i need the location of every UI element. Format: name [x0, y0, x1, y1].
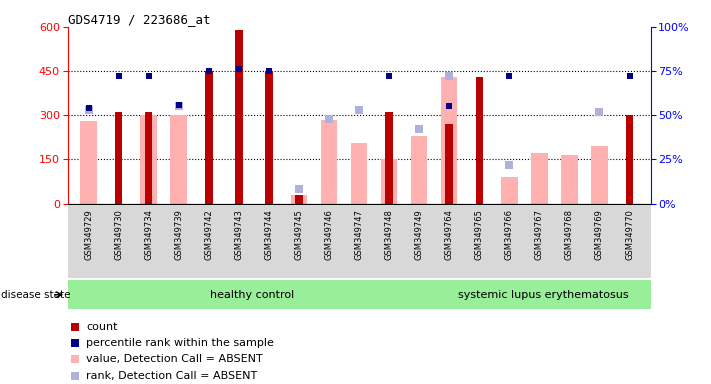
Text: GSM349739: GSM349739 [174, 209, 183, 260]
Text: rank, Detection Call = ABSENT: rank, Detection Call = ABSENT [86, 371, 257, 381]
Text: GSM349766: GSM349766 [505, 209, 514, 260]
Text: GSM349734: GSM349734 [144, 209, 153, 260]
Bar [626, 115, 634, 204]
Text: GSM349765: GSM349765 [475, 209, 483, 260]
Text: GSM349767: GSM349767 [535, 209, 544, 260]
Bar [68, 280, 436, 309]
Text: healthy control: healthy control [210, 290, 294, 300]
Text: GSM349742: GSM349742 [204, 209, 213, 260]
Bar [321, 120, 337, 204]
Text: GSM349764: GSM349764 [444, 209, 454, 260]
Text: GSM349744: GSM349744 [264, 209, 274, 260]
Text: GDS4719 / 223686_at: GDS4719 / 223686_at [68, 13, 210, 26]
Text: GSM349768: GSM349768 [565, 209, 574, 260]
Bar [80, 121, 97, 204]
Bar [501, 177, 518, 204]
Bar [436, 280, 651, 309]
Text: GSM349746: GSM349746 [324, 209, 333, 260]
Bar [205, 71, 213, 204]
Bar [411, 136, 427, 204]
Bar [145, 112, 152, 204]
Text: GSM349745: GSM349745 [294, 209, 304, 260]
Bar [385, 112, 393, 204]
Bar [265, 71, 272, 204]
Text: GSM349730: GSM349730 [114, 209, 123, 260]
Text: GSM349748: GSM349748 [385, 209, 394, 260]
Text: GSM349769: GSM349769 [595, 209, 604, 260]
Bar [171, 115, 187, 204]
Bar [291, 195, 307, 204]
Bar [235, 30, 242, 204]
Text: GSM349749: GSM349749 [415, 209, 424, 260]
Bar [441, 77, 457, 204]
Bar [476, 77, 483, 204]
Text: disease state: disease state [1, 290, 70, 300]
Text: GSM349747: GSM349747 [355, 209, 363, 260]
Bar [446, 124, 453, 204]
Text: GSM349729: GSM349729 [84, 209, 93, 260]
Bar [592, 146, 608, 204]
Bar [531, 154, 547, 204]
Bar [141, 115, 157, 204]
Bar [381, 159, 397, 204]
Text: count: count [86, 322, 118, 332]
Bar [115, 112, 122, 204]
Bar [351, 143, 368, 204]
Text: percentile rank within the sample: percentile rank within the sample [86, 338, 274, 348]
Text: systemic lupus erythematosus: systemic lupus erythematosus [458, 290, 629, 300]
Bar [295, 195, 303, 204]
Text: value, Detection Call = ABSENT: value, Detection Call = ABSENT [86, 354, 263, 364]
Bar [561, 155, 578, 204]
Text: GSM349770: GSM349770 [625, 209, 634, 260]
Text: GSM349743: GSM349743 [235, 209, 243, 260]
